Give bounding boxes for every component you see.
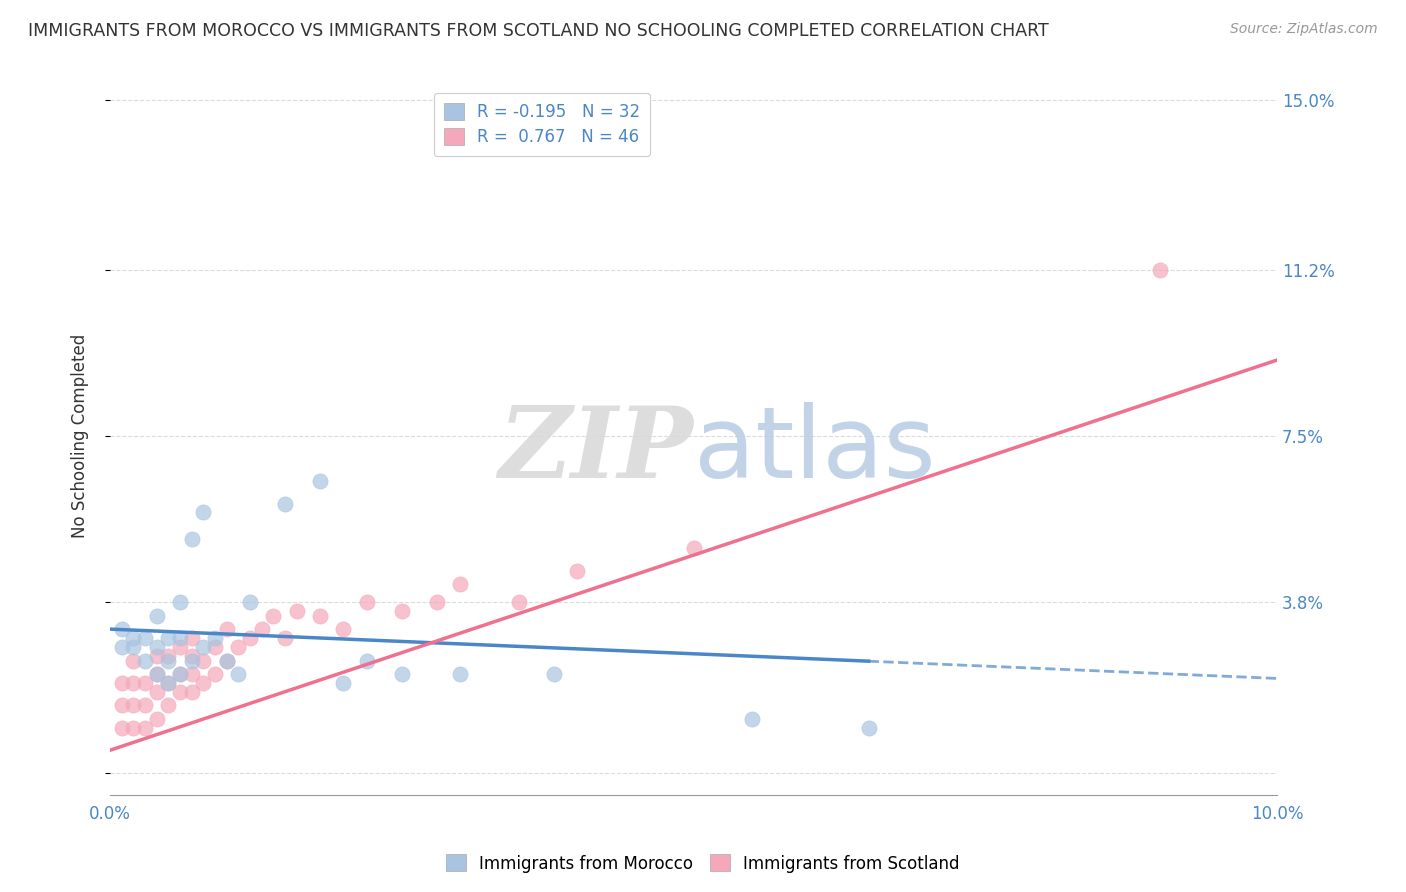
Point xyxy=(145,648,167,663)
Point xyxy=(215,653,238,667)
Point xyxy=(180,685,202,699)
Point xyxy=(169,685,191,699)
Point xyxy=(145,667,167,681)
Point xyxy=(449,577,471,591)
Point xyxy=(180,648,202,663)
Point xyxy=(741,712,763,726)
Text: IMMIGRANTS FROM MOROCCO VS IMMIGRANTS FROM SCOTLAND NO SCHOOLING COMPLETED CORRE: IMMIGRANTS FROM MOROCCO VS IMMIGRANTS FR… xyxy=(28,22,1049,40)
Point xyxy=(169,667,191,681)
Point xyxy=(274,631,297,645)
Point xyxy=(193,676,215,690)
Point xyxy=(134,698,156,713)
Point xyxy=(111,698,134,713)
Point xyxy=(145,667,167,681)
Point xyxy=(228,640,250,654)
Point xyxy=(285,604,308,618)
Point xyxy=(204,667,226,681)
Point xyxy=(111,640,134,654)
Point xyxy=(145,685,167,699)
Point xyxy=(228,667,250,681)
Point xyxy=(157,653,180,667)
Point xyxy=(145,608,167,623)
Point xyxy=(180,667,202,681)
Point xyxy=(274,496,297,510)
Point xyxy=(122,631,145,645)
Point xyxy=(391,604,413,618)
Point xyxy=(169,640,191,654)
Point xyxy=(858,721,880,735)
Point xyxy=(193,506,215,520)
Point xyxy=(239,595,262,609)
Point xyxy=(332,676,354,690)
Point xyxy=(239,631,262,645)
Point xyxy=(134,653,156,667)
Point xyxy=(204,631,226,645)
Point xyxy=(215,653,238,667)
Point xyxy=(122,640,145,654)
Point xyxy=(157,698,180,713)
Point xyxy=(543,667,565,681)
Point xyxy=(215,622,238,636)
Legend: R = -0.195   N = 32, R =  0.767   N = 46: R = -0.195 N = 32, R = 0.767 N = 46 xyxy=(433,93,650,156)
Point xyxy=(111,676,134,690)
Point xyxy=(449,667,471,681)
Point xyxy=(250,622,273,636)
Point xyxy=(122,721,145,735)
Point xyxy=(391,667,413,681)
Point xyxy=(180,631,202,645)
Point xyxy=(193,653,215,667)
Text: atlas: atlas xyxy=(693,402,935,500)
Point xyxy=(332,622,354,636)
Point xyxy=(134,631,156,645)
Point xyxy=(309,608,332,623)
Point xyxy=(122,698,145,713)
Point xyxy=(169,631,191,645)
Point xyxy=(193,640,215,654)
Point xyxy=(157,676,180,690)
Point xyxy=(356,653,378,667)
Point xyxy=(682,541,704,556)
Legend: Immigrants from Morocco, Immigrants from Scotland: Immigrants from Morocco, Immigrants from… xyxy=(440,847,966,880)
Point xyxy=(169,667,191,681)
Point xyxy=(157,648,180,663)
Point xyxy=(426,595,449,609)
Point xyxy=(262,608,284,623)
Text: Source: ZipAtlas.com: Source: ZipAtlas.com xyxy=(1230,22,1378,37)
Text: ZIP: ZIP xyxy=(499,402,693,499)
Point xyxy=(122,653,145,667)
Point xyxy=(204,640,226,654)
Point xyxy=(157,676,180,690)
Point xyxy=(157,631,180,645)
Point xyxy=(180,533,202,547)
Point xyxy=(180,653,202,667)
Point xyxy=(122,676,145,690)
Point xyxy=(565,564,588,578)
Point xyxy=(356,595,378,609)
Point xyxy=(169,595,191,609)
Point xyxy=(508,595,530,609)
Point xyxy=(145,712,167,726)
Y-axis label: No Schooling Completed: No Schooling Completed xyxy=(72,334,89,539)
Point xyxy=(111,622,134,636)
Point xyxy=(145,640,167,654)
Point xyxy=(309,474,332,488)
Point xyxy=(134,676,156,690)
Point xyxy=(1149,263,1171,277)
Point xyxy=(111,721,134,735)
Point xyxy=(134,721,156,735)
